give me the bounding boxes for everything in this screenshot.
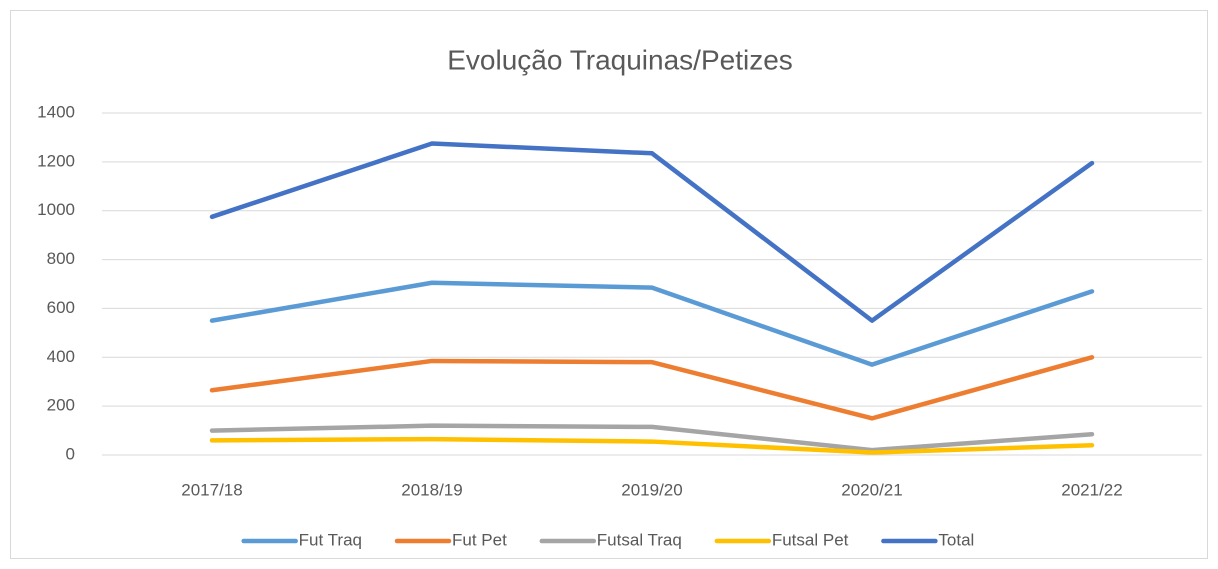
series-line	[209, 423, 1095, 453]
y-tick-label: 200	[47, 396, 75, 415]
legend-label: Futsal Traq	[597, 530, 682, 549]
y-tick-label: 400	[47, 347, 75, 366]
legend-label: Fut Traq	[299, 530, 362, 549]
chart-title: Evolução Traquinas/Petizes	[447, 44, 793, 75]
y-tick-label: 800	[47, 249, 75, 268]
x-tick-label: 2017/18	[181, 480, 242, 499]
y-tick-label: 1200	[37, 151, 75, 170]
y-tick-label: 600	[47, 298, 75, 317]
y-tick-label: 1400	[37, 102, 75, 121]
series-line	[209, 436, 1095, 455]
series-line	[209, 141, 1095, 323]
x-tick-label: 2018/19	[401, 480, 462, 499]
series-line	[209, 280, 1095, 367]
x-tick-label: 2021/22	[1061, 480, 1122, 499]
y-tick-label: 1000	[37, 200, 75, 219]
x-tick-label: 2020/21	[841, 480, 902, 499]
y-tick-label: 0	[66, 444, 75, 463]
legend-label: Fut Pet	[452, 530, 507, 549]
legend-label: Futsal Pet	[772, 530, 849, 549]
x-tick-label: 2019/20	[621, 480, 682, 499]
legend-label: Total	[938, 530, 974, 549]
series-line	[209, 355, 1095, 421]
